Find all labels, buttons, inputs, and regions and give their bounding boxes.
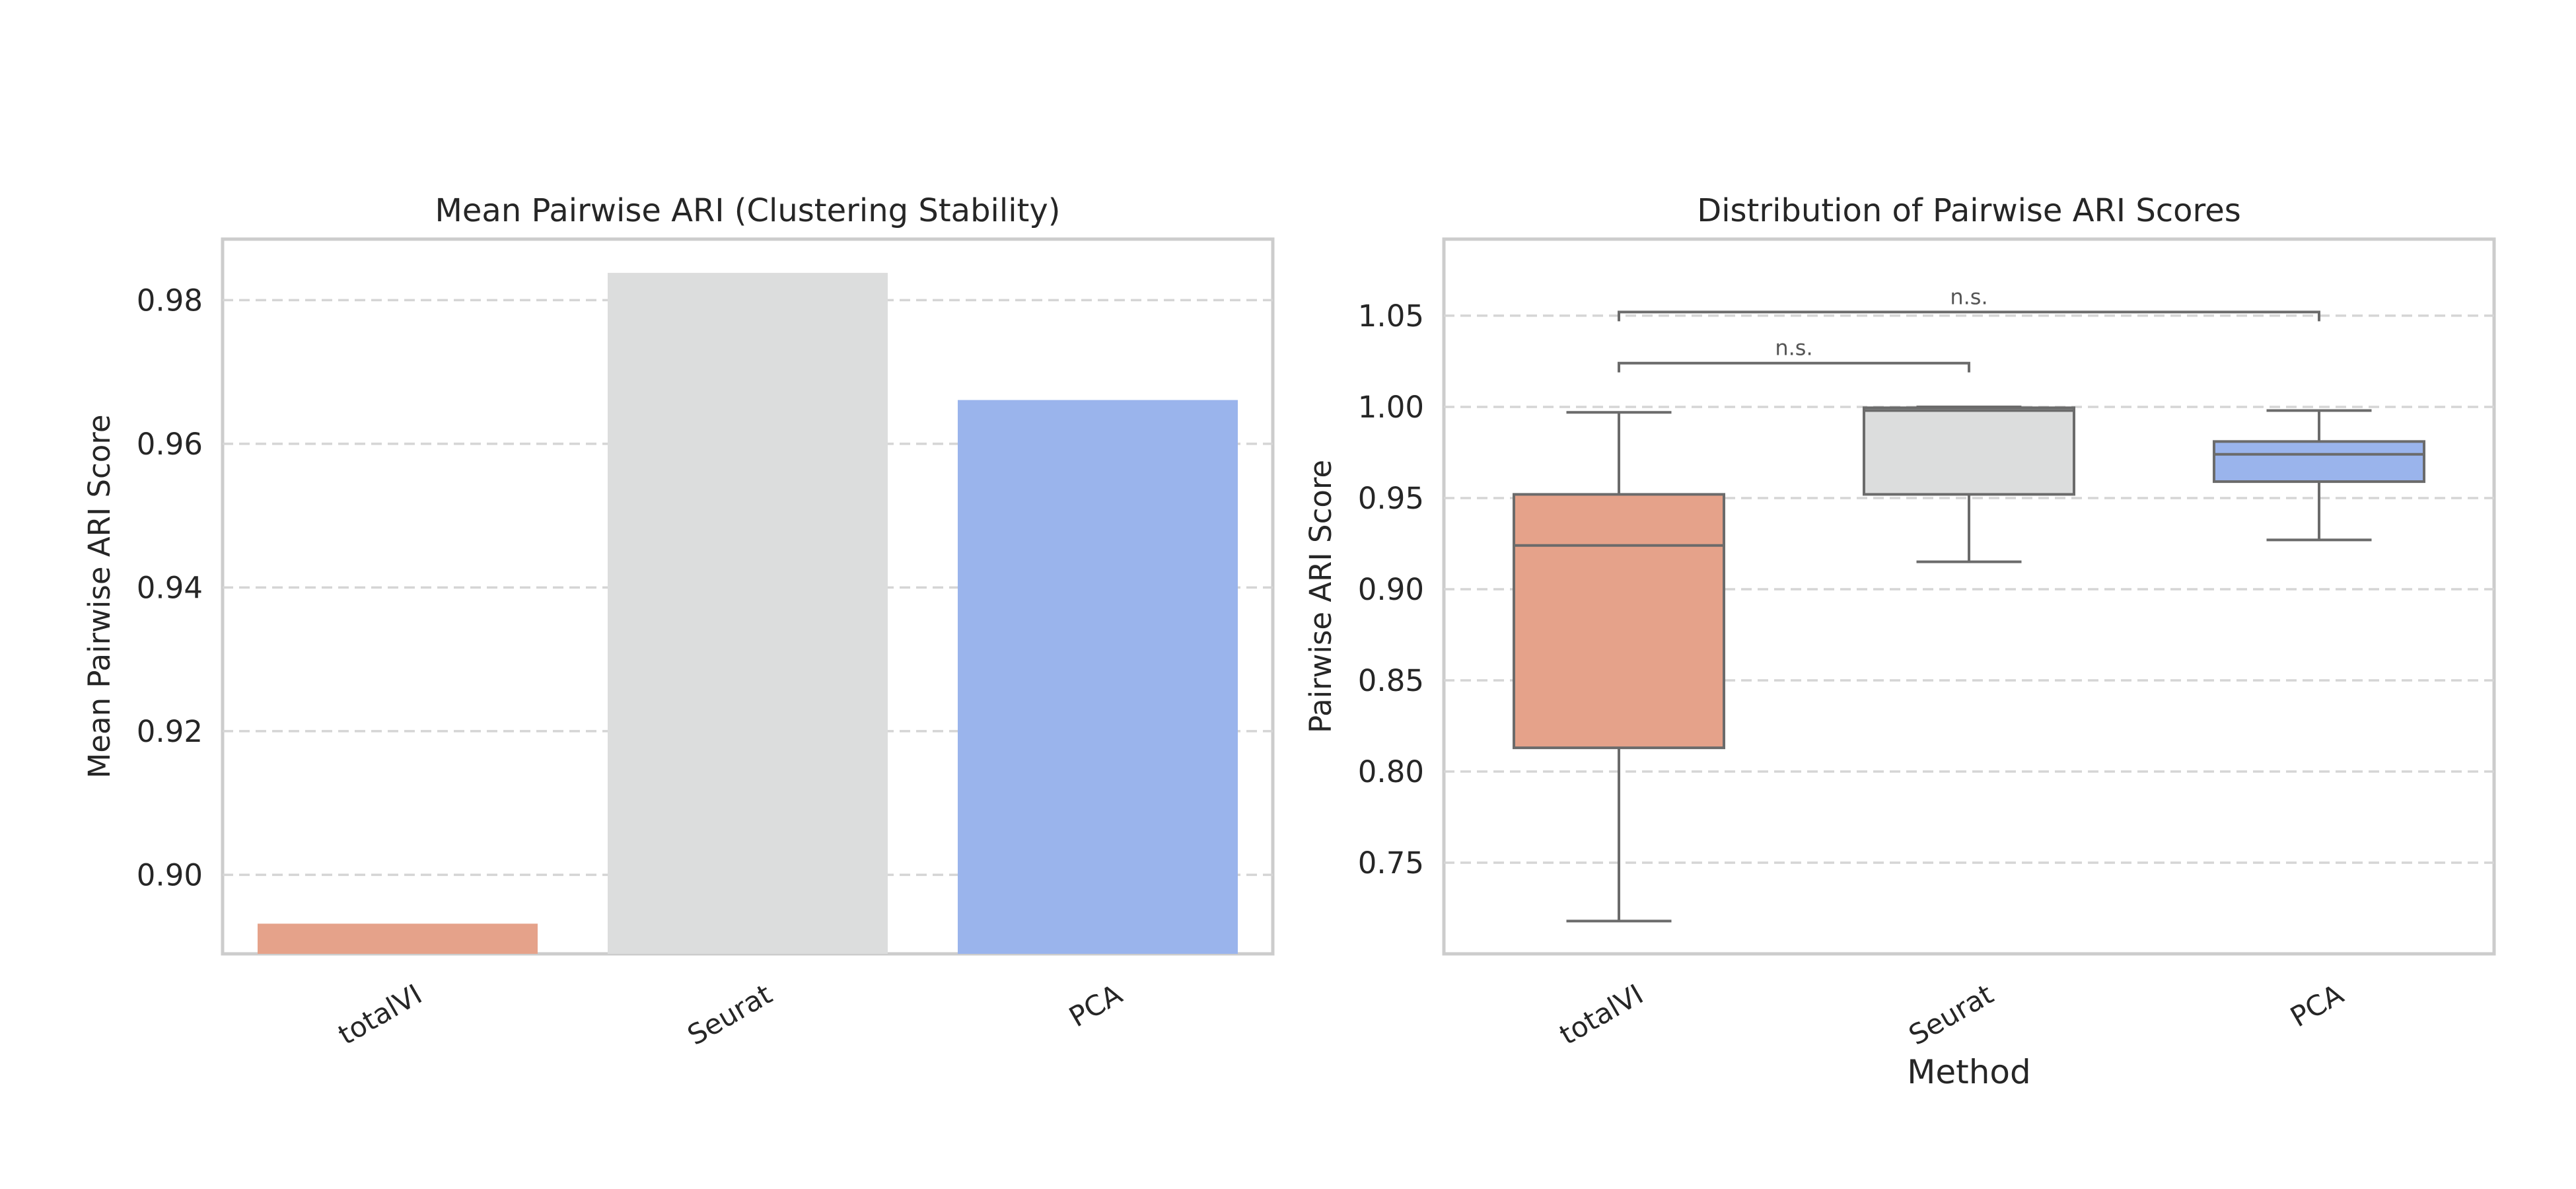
significance-bracket-totalvi-seurat — [1618, 361, 1970, 373]
bar-seurat — [608, 273, 888, 954]
box-plot-x-tick-label-seurat: Seurat — [1903, 978, 1999, 1052]
bar-chart-y-tick-label: 0.92 — [137, 714, 203, 749]
bar-chart-panel: 0.90 0.92 0.94 0.96 0.98 totalVI Seurat PCA Me… — [82, 192, 1275, 1052]
box-plot-y-axis-label: Pairwise ARI Score — [1303, 460, 1338, 733]
bar-totalvi — [258, 923, 538, 954]
box-plot-y-tick-label: 1.00 — [1358, 390, 1424, 425]
bar-chart-y-tick-label: 0.98 — [137, 283, 203, 318]
box-plot-significance-brackets: n.s. n.s. — [1618, 284, 2320, 373]
box-totalvi — [1513, 411, 1725, 923]
bar-chart-y-tick-label: 0.94 — [137, 570, 203, 605]
box-plot-y-tick-label: 0.80 — [1358, 754, 1424, 789]
box-body-pca — [2213, 440, 2425, 484]
box-plot-y-tick-labels: 0.75 0.80 0.85 0.90 0.95 1.00 1.05 — [1358, 299, 1424, 881]
box-body-seurat — [1863, 406, 2075, 496]
bar-chart-x-tick-label-totalvi: totalVI — [333, 978, 427, 1051]
box-body-totalvi — [1513, 493, 1725, 750]
box-plot-y-tick-label: 0.95 — [1358, 481, 1424, 516]
bar-chart-y-tick-label: 0.90 — [137, 857, 203, 892]
significance-bracket-totalvi-pca — [1618, 310, 2320, 322]
box-plot-y-tick-label: 0.75 — [1358, 846, 1424, 881]
box-seurat — [1863, 405, 2075, 563]
box-plot-boxes — [1513, 405, 2425, 923]
box-plot-y-tick-label: 0.85 — [1358, 663, 1424, 698]
bar-pca — [958, 400, 1238, 954]
significance-bracket-totalvi-pca-label: n.s. — [1950, 284, 1987, 309]
bar-chart-x-tick-label-pca: PCA — [1063, 978, 1127, 1033]
box-plot-x-tick-label-totalvi: totalVI — [1554, 978, 1649, 1051]
box-plot-title: Distribution of Pairwise ARI Scores — [1697, 192, 2241, 229]
box-plot-y-tick-label: 1.05 — [1358, 299, 1424, 334]
bar-chart-x-tick-label-seurat: Seurat — [682, 978, 777, 1052]
bar-chart-title: Mean Pairwise ARI (Clustering Stability) — [435, 192, 1060, 229]
box-plot-x-tick-label-pca: PCA — [2285, 978, 2349, 1033]
bar-chart-bars — [258, 273, 1238, 954]
bar-chart-y-axis-label: Mean Pairwise ARI Score — [82, 414, 117, 778]
box-pca — [2213, 409, 2425, 542]
box-plot-x-tick-labels: totalVI Seurat PCA — [1554, 978, 2349, 1052]
box-plot-x-axis-label: Method — [1907, 1053, 2031, 1091]
box-plot-y-tick-label: 0.90 — [1358, 572, 1424, 607]
bar-chart-y-tick-labels: 0.90 0.92 0.94 0.96 0.98 — [137, 283, 203, 892]
bar-chart-x-tick-labels: totalVI Seurat PCA — [333, 978, 1128, 1052]
box-plot-panel: n.s. n.s. 0.75 0.80 0.85 0.90 0.95 1.00 1.05 to… — [1303, 192, 2496, 1091]
bar-chart-y-tick-label: 0.96 — [137, 427, 203, 462]
significance-bracket-totalvi-seurat-label: n.s. — [1775, 336, 1812, 361]
